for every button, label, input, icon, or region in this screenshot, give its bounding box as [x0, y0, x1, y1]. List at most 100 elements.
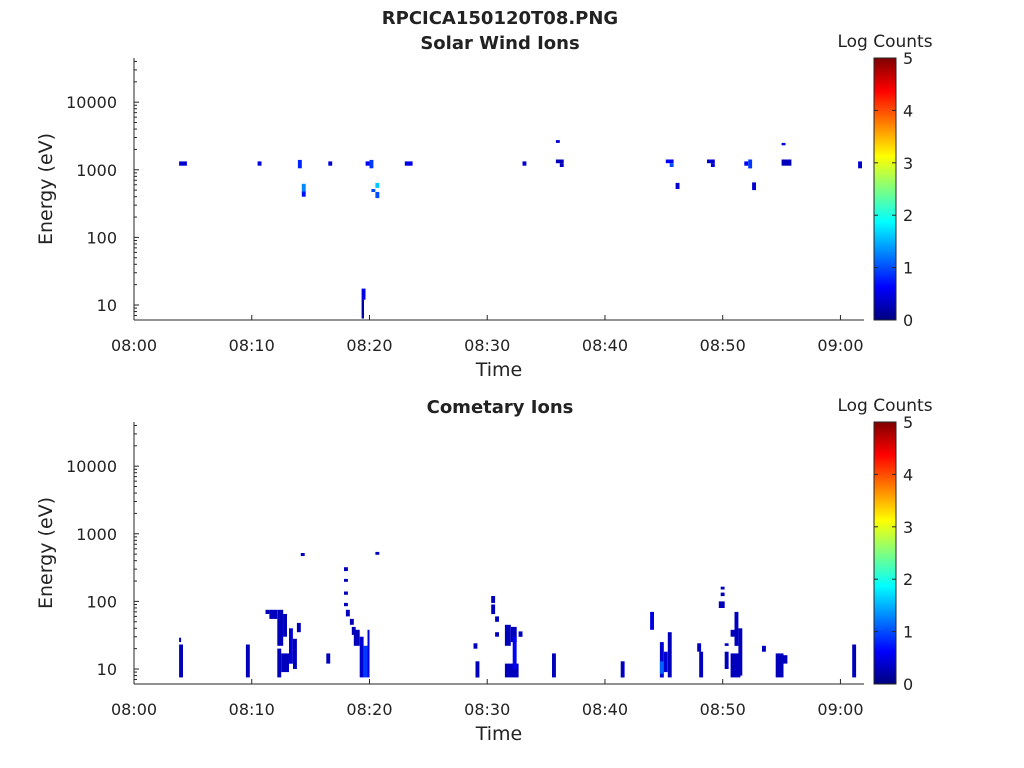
heatmap-cell [277, 648, 282, 678]
heatmap-cell [659, 661, 664, 674]
heatmap-cell [555, 140, 560, 143]
heatmap-cell [699, 651, 704, 678]
heatmap-cell [783, 655, 788, 664]
heatmap-cell [281, 653, 289, 673]
solar-wind-ions-panel: Solar Wind Ions 1 0 100 1000 10000 08:00 08:10 0… [35, 32, 933, 381]
y-tick-label: 1000 [76, 161, 117, 180]
heatmap-cell [300, 553, 305, 556]
heatmap-cell [375, 551, 380, 555]
heatmap-cell [707, 159, 715, 164]
heatmap-cell [301, 183, 306, 192]
heatmap-cell [289, 628, 293, 664]
heatmap-cell [344, 567, 348, 572]
y-tick-label: 100 [86, 592, 117, 611]
colorbar [873, 57, 897, 321]
x-tick-label: 08:50 [700, 336, 746, 355]
heatmap-cell [495, 632, 499, 637]
y-axis-label: Energy (eV) [35, 497, 57, 609]
heatmap-cell [179, 161, 187, 166]
heatmap-cell [277, 609, 284, 646]
x-tick-label: 09:00 [817, 336, 863, 355]
heatmap-cell [495, 616, 499, 622]
heatmap-cell [659, 642, 664, 678]
x-tick-label: 08:00 [111, 336, 157, 355]
colorbar-tick-label: 0 [903, 311, 913, 330]
heatmap-cell [665, 159, 674, 164]
heatmap-cell [473, 643, 478, 649]
heatmap-cell [283, 614, 287, 637]
heatmap-cell [775, 653, 784, 678]
heatmap-cell [663, 651, 668, 673]
heatmap-cell [367, 629, 370, 678]
panel-title: Cometary Ions [427, 397, 574, 418]
heatmap-cell [353, 629, 360, 646]
y-tick-label: 10 [97, 660, 117, 679]
heatmap-cell [363, 645, 368, 678]
colorbar-tick-label: 2 [903, 570, 913, 589]
heatmap-cell [730, 629, 735, 637]
heatmap-cell [710, 163, 715, 167]
heatmap-cell [293, 638, 297, 669]
x-tick-label: 08:10 [229, 336, 275, 355]
panel-title: Solar Wind Ions [420, 33, 579, 54]
heatmap-cell [375, 191, 380, 199]
heatmap-cell [675, 182, 680, 189]
heatmap-cell [361, 288, 366, 300]
y-tick-label: 100 [86, 228, 117, 247]
heatmap-cell [650, 611, 654, 630]
colorbar-tick-label: 5 [903, 49, 913, 68]
x-axis-label: Time [475, 723, 523, 745]
y-axis-label: Energy (eV) [35, 133, 57, 245]
heatmap-cell [365, 161, 370, 166]
heatmap-cell [738, 628, 743, 676]
heatmap-cell [297, 159, 302, 169]
heatmap-cell [359, 636, 364, 678]
heatmap-cell [724, 643, 729, 646]
heatmap-cell [744, 161, 749, 166]
heatmap-cell [265, 609, 270, 614]
x-tick-label: 08:00 [111, 700, 157, 719]
heatmap-cell [781, 142, 786, 146]
heatmap-cell [512, 636, 517, 669]
colorbar-label: Log Counts [837, 396, 932, 416]
heatmap-cell [510, 626, 517, 643]
heatmap-cell [296, 622, 301, 633]
heatmap-cell [858, 161, 862, 169]
x-tick-label: 08:40 [582, 336, 628, 355]
heatmap-cells [179, 140, 862, 319]
colorbar-tick-label: 0 [903, 675, 913, 694]
heatmap-cell [179, 644, 183, 678]
heatmap-cell [257, 161, 262, 166]
heatmap-cell [349, 618, 354, 625]
x-tick-label: 08:50 [700, 700, 746, 719]
colorbar-label: Log Counts [837, 32, 932, 52]
colorbar-tick-label: 3 [903, 518, 913, 537]
heatmap-cell [724, 651, 729, 669]
colorbar-tick-label: 1 [903, 259, 913, 278]
heatmap-cell [734, 611, 739, 646]
heatmap-cell [475, 661, 480, 678]
heatmap-cell [301, 191, 306, 197]
colorbar [873, 421, 897, 685]
heatmap-cell [718, 601, 725, 608]
heatmap-cell [852, 644, 857, 678]
x-axis-label: Time [475, 359, 523, 381]
heatmap-cell [669, 163, 674, 167]
heatmap-cell [404, 161, 413, 166]
colorbar-tick-label: 4 [903, 465, 913, 484]
heatmap-cell [555, 159, 564, 164]
heatmap-cell [344, 578, 348, 582]
y-tick-label: 10000 [66, 93, 117, 112]
heatmap-cell [351, 626, 356, 635]
heatmap-cell [697, 643, 702, 652]
colorbar-tick-label: 2 [903, 206, 913, 225]
heatmap-cell [559, 163, 564, 167]
heatmap-cell [730, 653, 741, 678]
heatmap-cell [720, 586, 725, 590]
y-tick-label: 1000 [76, 525, 117, 544]
x-tick-label: 08:20 [346, 700, 392, 719]
x-tick-label: 09:00 [817, 700, 863, 719]
heatmap-cell [328, 161, 333, 166]
heatmap-cell [620, 661, 625, 678]
